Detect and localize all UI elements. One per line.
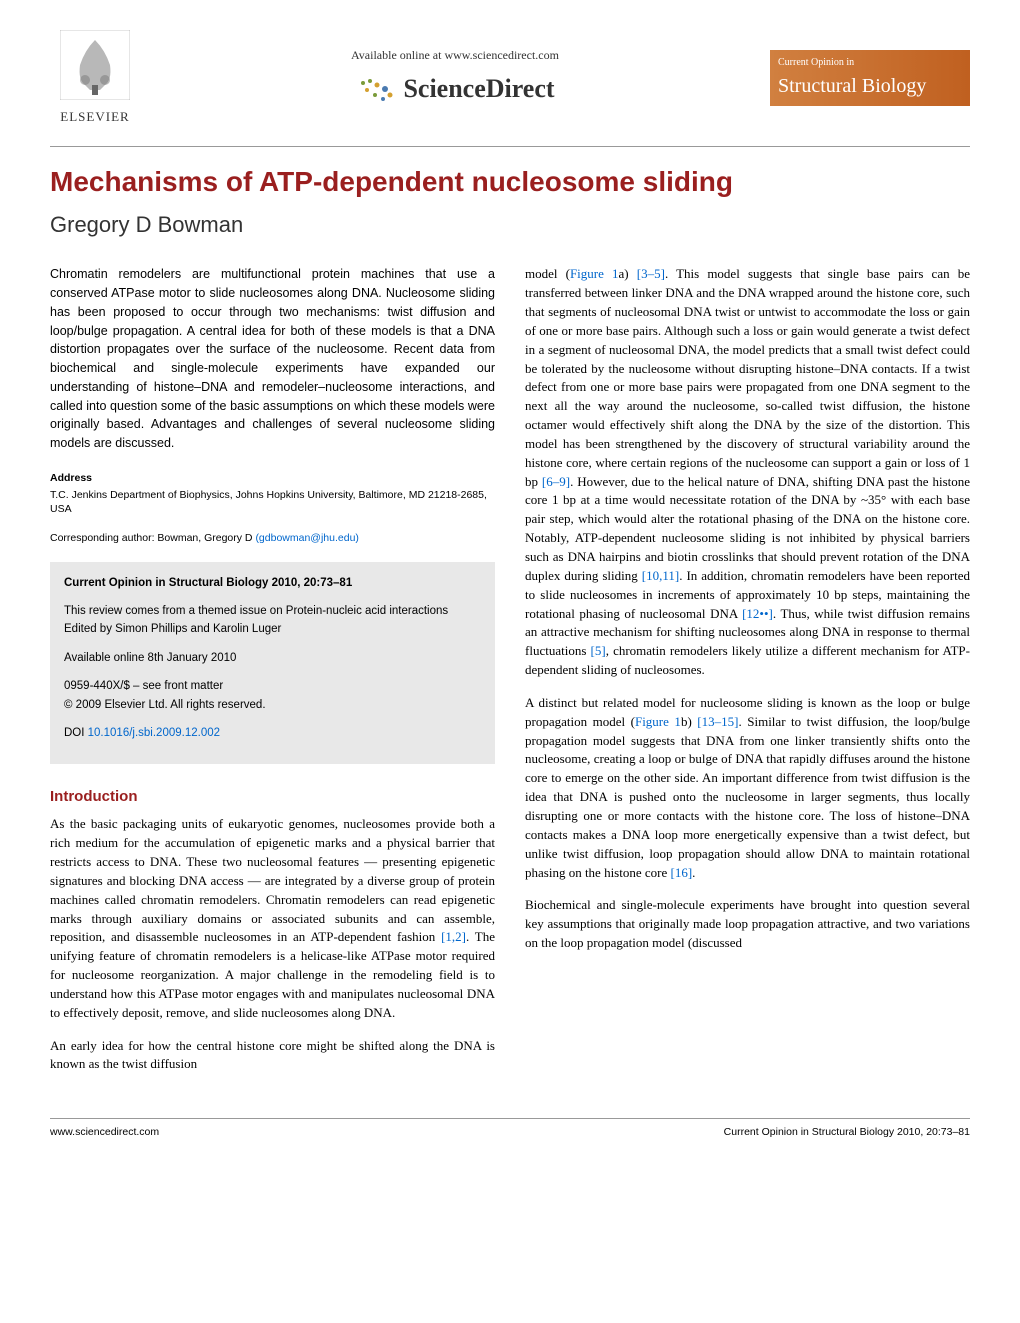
journal-logo: Current Opinion in Structural Biology [770,50,970,106]
intro-para-1: As the basic packaging units of eukaryot… [50,815,495,1022]
available-online-text: Available online at www.sciencedirect.co… [140,47,770,64]
sciencedirect-logo: ScienceDirect [355,71,554,107]
elsevier-tree-icon [60,30,130,100]
footer-right: Current Opinion in Structural Biology 20… [724,1125,970,1140]
article-author: Gregory D Bowman [50,210,970,241]
left-column: Chromatin remodelers are multifunctional… [50,265,495,1088]
review-from: This review comes from a themed issue on… [64,602,481,639]
doi-link[interactable]: 10.1016/j.sbi.2009.12.002 [88,727,220,739]
address-heading: Address [50,471,495,486]
page-footer: www.sciencedirect.com Current Opinion in… [50,1118,970,1140]
ref-link[interactable]: [10,11] [642,568,679,583]
sciencedirect-dots-icon [355,75,395,105]
doi-line: DOI 10.1016/j.sbi.2009.12.002 [64,724,481,742]
intro-para-2: An early idea for how the central histon… [50,1037,495,1075]
article-title: Mechanisms of ATP-dependent nucleosome s… [50,162,970,201]
elsevier-label: ELSEVIER [50,108,140,126]
ref-link[interactable]: [16] [671,865,693,880]
figure-link[interactable]: Figure 1 [635,714,681,729]
elsevier-logo: ELSEVIER [50,30,140,126]
header-row: ELSEVIER Available online at www.science… [50,30,970,126]
right-para-2: A distinct but related model for nucleos… [525,694,970,882]
center-header: Available online at www.sciencedirect.co… [140,47,770,110]
issn-copyright: 0959-440X/$ – see front matter© 2009 Els… [64,677,481,714]
journal-citation: Current Opinion in Structural Biology 20… [64,574,481,592]
address-block: Address T.C. Jenkins Department of Bioph… [50,471,495,517]
ref-link[interactable]: [12••] [742,606,773,621]
ref-link[interactable]: [1,2] [441,929,466,944]
figure-link[interactable]: Figure 1 [570,266,619,281]
introduction-heading: Introduction [50,786,495,807]
available-date: Available online 8th January 2010 [64,649,481,667]
ref-link[interactable]: [3–5] [637,266,665,281]
ref-link[interactable]: [13–15] [697,714,738,729]
ref-link[interactable]: [5] [591,643,606,658]
footer-left: www.sciencedirect.com [50,1125,159,1140]
journal-large-text: Structural Biology [778,72,962,100]
ref-link[interactable]: [6–9] [542,474,570,489]
sciencedirect-text: ScienceDirect [403,71,554,107]
intro-body: As the basic packaging units of eukaryot… [50,815,495,1074]
right-para-3: Biochemical and single-molecule experime… [525,896,970,953]
meta-box: Current Opinion in Structural Biology 20… [50,562,495,765]
corresponding-label: Corresponding author: Bowman, Gregory D [50,532,255,544]
corresponding-email[interactable]: (gdbowman@jhu.edu) [255,532,358,544]
right-para-1: model (Figure 1a) [3–5]. This model sugg… [525,265,970,680]
right-column: model (Figure 1a) [3–5]. This model sugg… [525,265,970,1088]
journal-small-text: Current Opinion in [778,56,962,70]
address-text: T.C. Jenkins Department of Biophysics, J… [50,488,495,517]
abstract-text: Chromatin remodelers are multifunctional… [50,265,495,453]
two-column-layout: Chromatin remodelers are multifunctional… [50,265,970,1088]
title-rule [50,146,970,147]
corresponding-author: Corresponding author: Bowman, Gregory D … [50,531,495,546]
